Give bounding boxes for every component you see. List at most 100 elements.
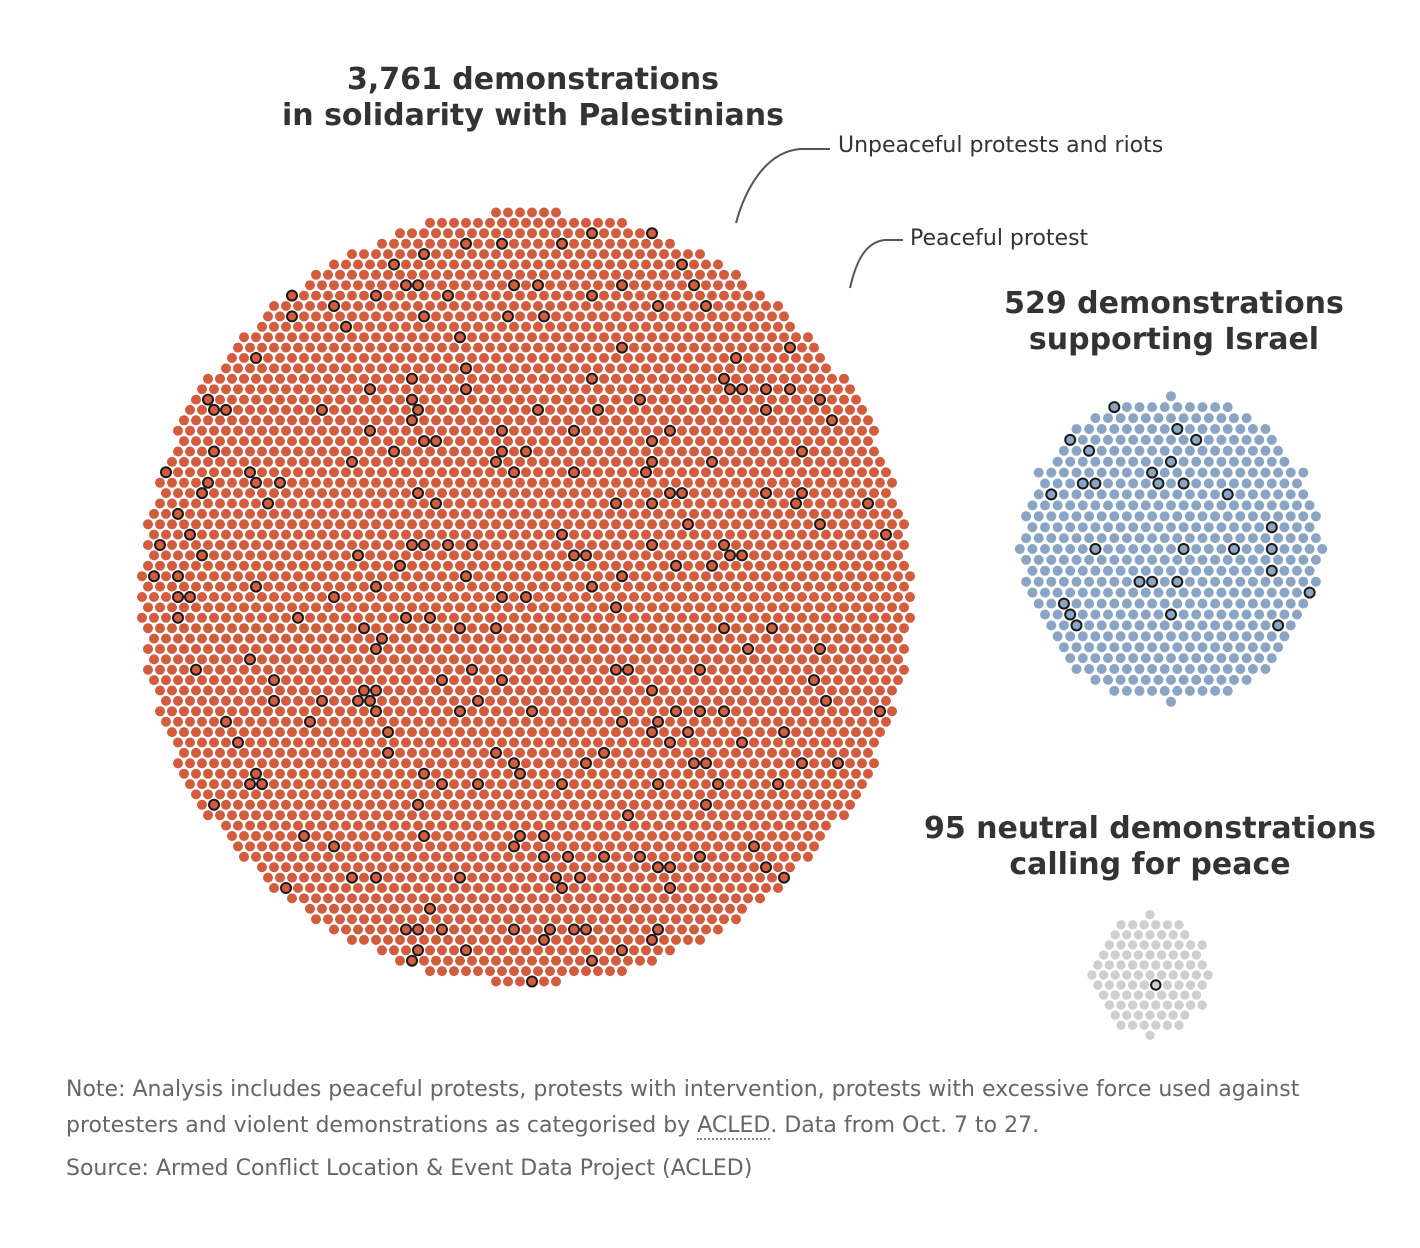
palestine-dot xyxy=(509,384,519,395)
palestine-dot xyxy=(215,747,225,758)
israel-dot xyxy=(1260,664,1271,674)
palestine-dot xyxy=(437,716,447,727)
palestine-dot xyxy=(815,373,825,384)
palestine-dot xyxy=(713,633,723,644)
israel-dot xyxy=(1197,424,1208,434)
palestine-dot xyxy=(419,747,429,758)
palestine-dot xyxy=(611,477,621,488)
palestine-dot xyxy=(797,612,807,623)
palestine-dot xyxy=(419,332,429,343)
palestine-dot xyxy=(323,685,333,696)
palestine-dot xyxy=(215,810,225,821)
palestine-dot xyxy=(395,914,405,925)
israel-dot xyxy=(1210,467,1221,478)
palestine-dot xyxy=(623,269,633,280)
palestine-dot xyxy=(641,550,651,561)
palestine-dot xyxy=(281,820,291,831)
palestine-dot xyxy=(713,862,723,873)
palestine-dot xyxy=(551,727,561,738)
palestine-dot xyxy=(299,623,309,634)
palestine-unpeaceful-dot xyxy=(646,539,658,551)
israel-dot xyxy=(1298,467,1309,478)
palestine-dot xyxy=(599,269,609,280)
palestine-dot xyxy=(611,872,621,883)
palestine-dot xyxy=(449,488,459,499)
palestine-dot xyxy=(341,488,351,499)
palestine-dot xyxy=(359,789,369,800)
israel-dot xyxy=(1266,456,1277,467)
israel-dot xyxy=(1052,456,1063,467)
palestine-dot xyxy=(551,249,561,260)
palestine-dot xyxy=(161,716,171,727)
palestine-dot xyxy=(209,488,219,499)
palestine-dot xyxy=(791,581,801,592)
palestine-dot xyxy=(671,332,681,343)
palestine-dot xyxy=(341,280,351,291)
palestine-dot xyxy=(395,644,405,654)
palestine-dot xyxy=(521,716,531,727)
palestine-dot xyxy=(743,540,753,550)
palestine-dot xyxy=(713,695,723,706)
palestine-dot xyxy=(239,747,249,758)
palestine-dot xyxy=(161,488,171,499)
palestine-dot xyxy=(251,602,261,613)
palestine-dot xyxy=(479,353,489,363)
palestine-dot xyxy=(599,332,609,343)
palestine-dot xyxy=(359,934,369,945)
palestine-dot xyxy=(395,540,405,550)
israel-dot xyxy=(1109,533,1120,544)
palestine-dot xyxy=(773,550,783,561)
israel-dot xyxy=(1178,565,1189,576)
palestine-dot xyxy=(671,602,681,613)
palestine-dot xyxy=(569,217,579,228)
palestine-dot xyxy=(269,301,279,311)
palestine-dot xyxy=(683,498,693,509)
palestine-dot xyxy=(335,644,345,654)
palestine-dot xyxy=(605,488,615,499)
palestine-dot xyxy=(749,799,759,810)
palestine-dot xyxy=(473,862,483,873)
palestine-dot xyxy=(263,768,273,779)
palestine-unpeaceful-dot xyxy=(268,694,280,707)
palestine-dot xyxy=(347,727,357,738)
palestine-dot xyxy=(503,685,513,696)
palestine-dot xyxy=(269,883,279,893)
palestine-dot xyxy=(815,456,825,467)
palestine-dot xyxy=(389,758,399,769)
palestine-dot xyxy=(521,612,531,623)
palestine-unpeaceful-dot xyxy=(508,757,520,770)
palestine-dot xyxy=(671,623,681,634)
acled-link[interactable]: ACLED xyxy=(697,1113,771,1140)
palestine-dot xyxy=(197,612,207,623)
palestine-dot xyxy=(551,747,561,758)
palestine-dot xyxy=(407,685,417,696)
palestine-dot xyxy=(275,456,285,467)
palestine-dot xyxy=(635,498,645,509)
palestine-dot xyxy=(239,581,249,592)
palestine-dot xyxy=(557,695,567,706)
palestine-dot xyxy=(533,695,543,706)
palestine-dot xyxy=(239,623,249,634)
palestine-dot xyxy=(791,560,801,571)
palestine-dot xyxy=(275,623,285,634)
palestine-dot xyxy=(221,592,231,602)
israel-dot xyxy=(1033,511,1044,522)
palestine-dot xyxy=(797,799,807,810)
palestine-dot xyxy=(707,685,717,696)
palestine-dot xyxy=(695,415,705,426)
palestine-dot xyxy=(665,529,675,540)
palestine-dot xyxy=(761,612,771,623)
palestine-dot xyxy=(533,529,543,540)
palestine-dot xyxy=(611,560,621,571)
palestine-dot xyxy=(263,831,273,841)
palestine-dot xyxy=(581,716,591,727)
palestine-dot xyxy=(365,259,375,270)
palestine-unpeaceful-dot xyxy=(808,674,820,687)
palestine-dot xyxy=(707,831,717,841)
palestine-dot xyxy=(575,914,585,925)
palestine-dot xyxy=(659,727,669,738)
palestine-unpeaceful-dot xyxy=(652,300,664,312)
palestine-dot xyxy=(389,841,399,852)
palestine-dot xyxy=(761,425,771,436)
palestine-dot xyxy=(359,727,369,738)
